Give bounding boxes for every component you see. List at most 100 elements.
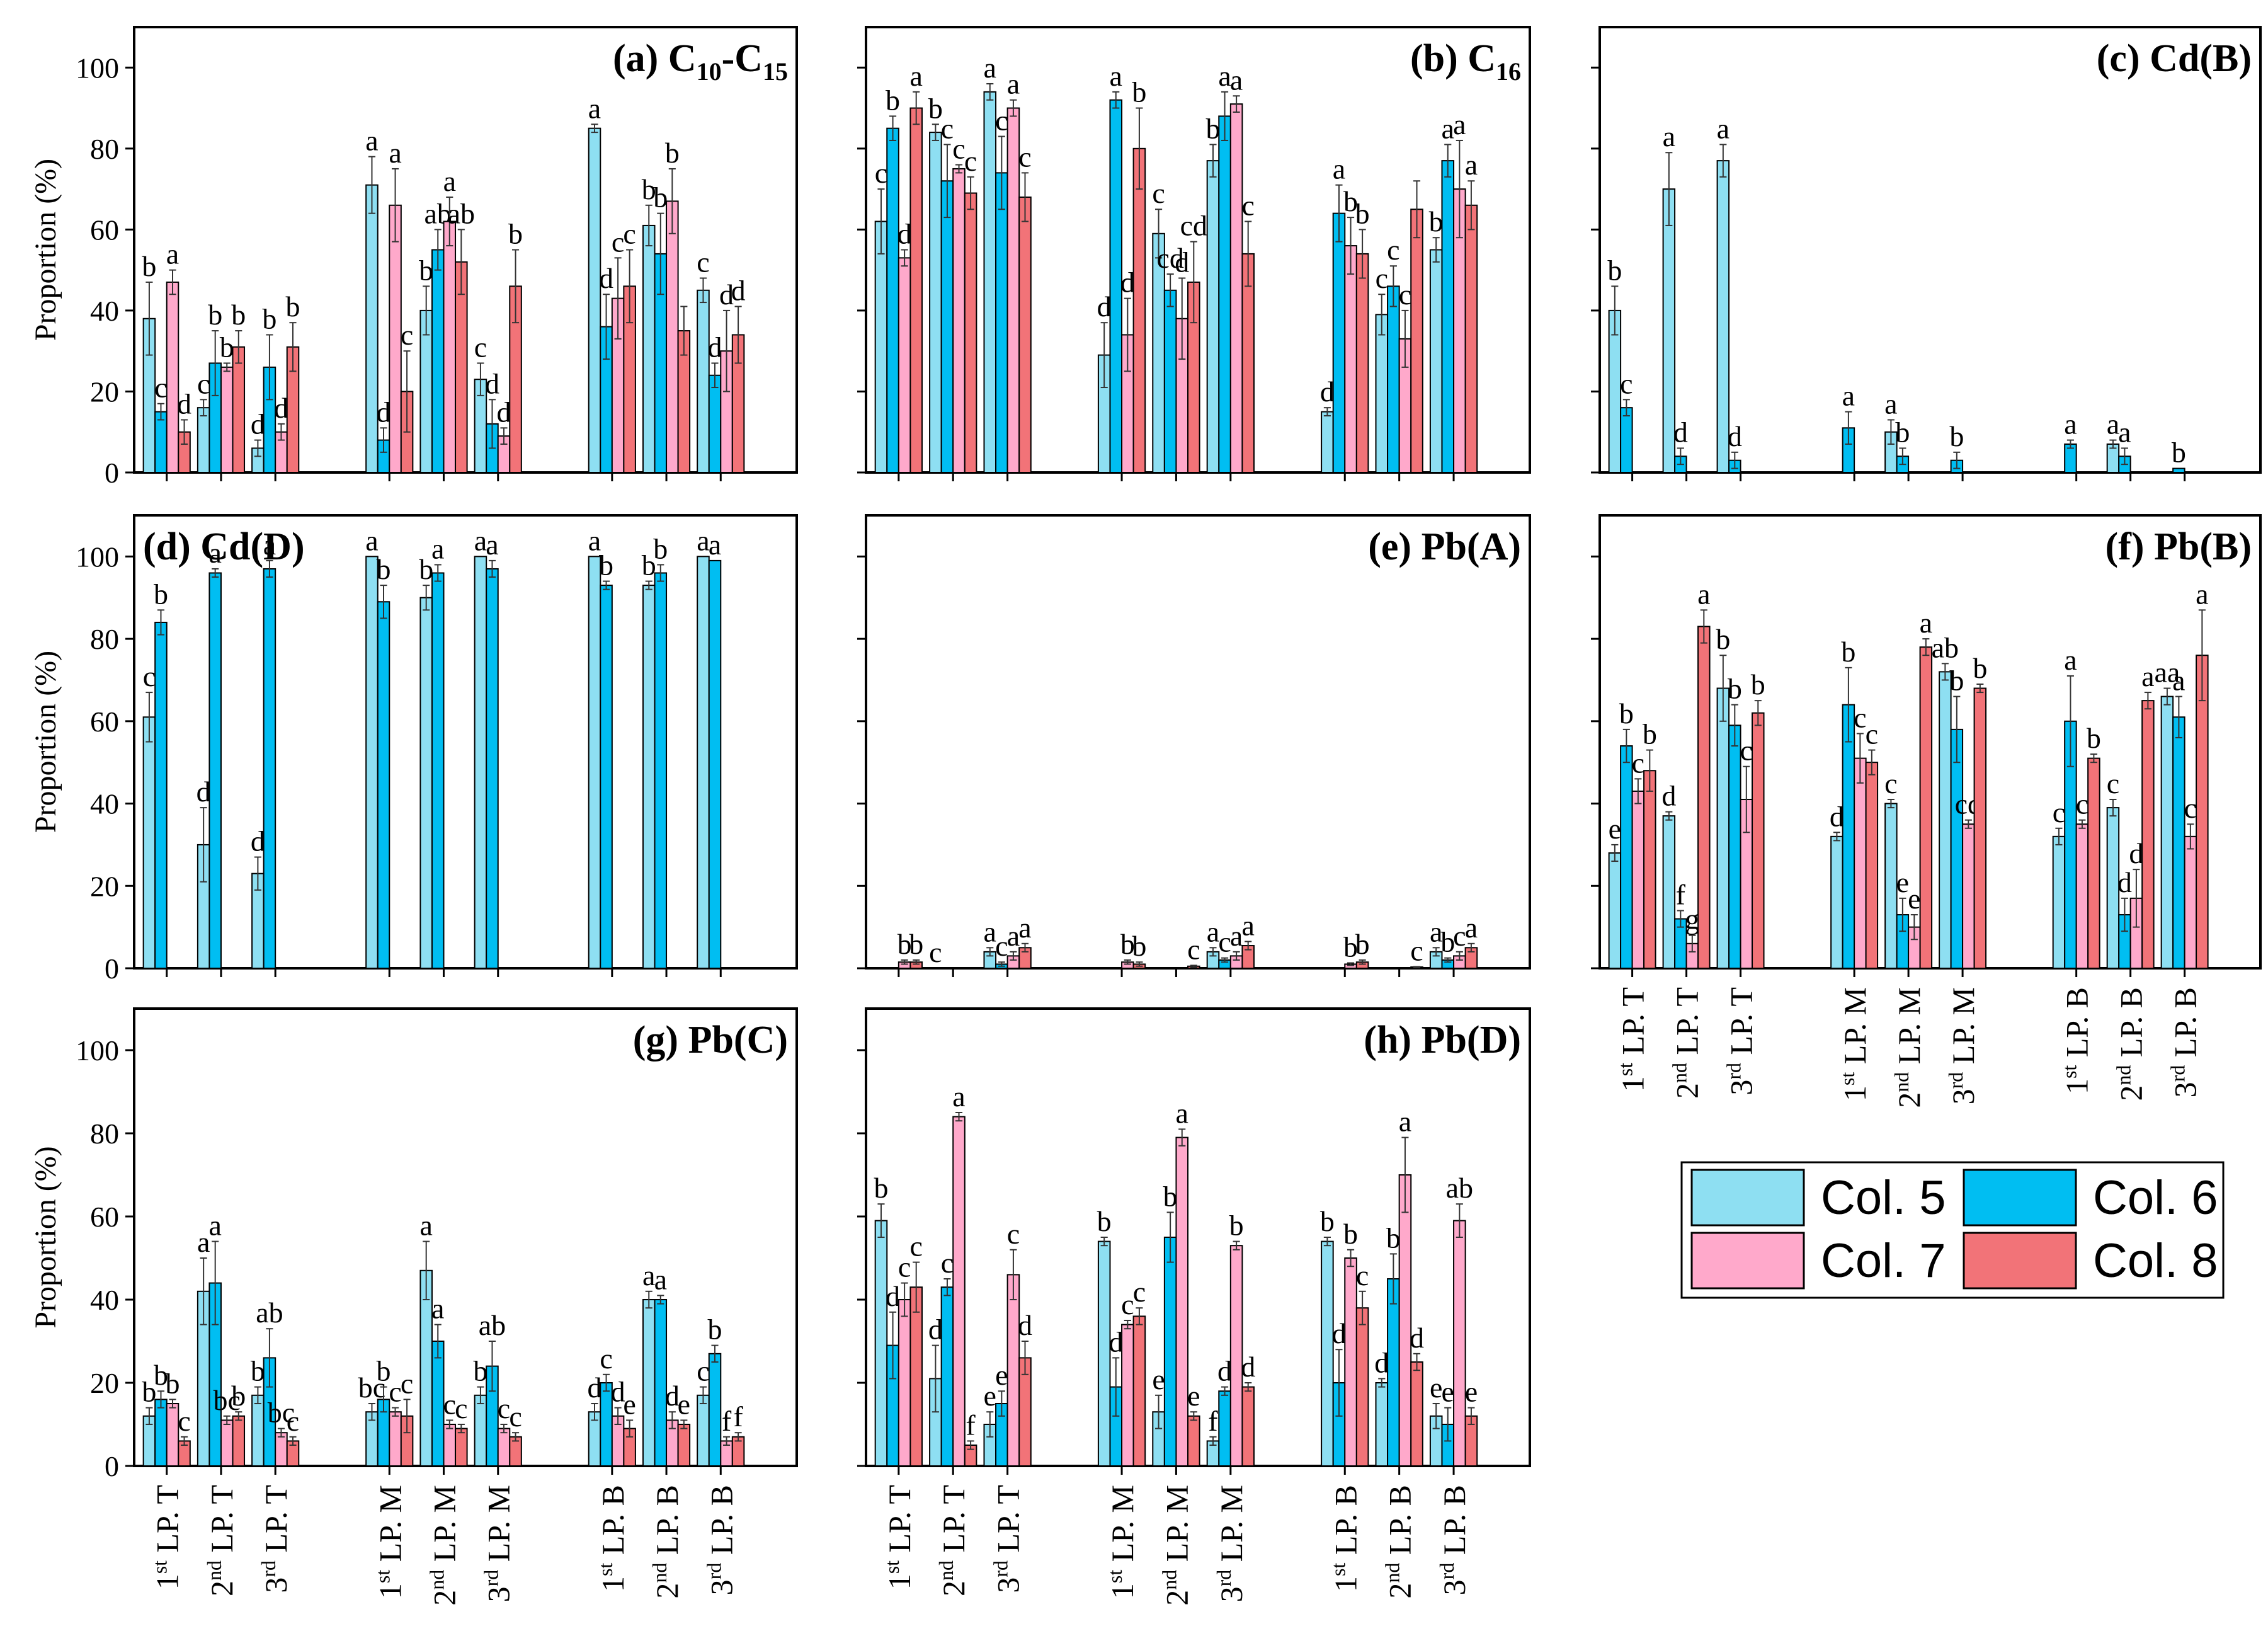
legend: Col. 5 Col. 6 Col. 7 Col. 8 (1680, 1161, 2225, 1299)
bar-a-c8-s0 (697, 289, 710, 473)
bar-f-c2-s1 (1728, 724, 1741, 969)
bar-d-c6-s0 (588, 556, 601, 969)
bar-g-c2-s0 (251, 1394, 265, 1467)
x-category-label: 2nd LP. M (426, 1485, 462, 1606)
bar-b-c0-s1 (886, 127, 899, 473)
category-ordinal: 3 (1724, 1080, 1759, 1096)
bar-h-c7-s2 (1398, 1174, 1412, 1467)
category-name: LP. T (204, 1485, 239, 1560)
significance-letter: b (1163, 1180, 1178, 1212)
bar-a-c7-s0 (642, 224, 656, 473)
significance-letter: b (1895, 416, 1910, 448)
category-ordinal: 2 (2114, 1085, 2149, 1101)
significance-letter: d (599, 262, 613, 294)
category-ordinal: 3 (258, 1577, 293, 1593)
y-axis-label: Proportion (%) (29, 159, 62, 341)
significance-letter: c (1740, 735, 1753, 767)
y-tick-label: 80 (90, 133, 119, 165)
category-ordinal: 3 (2168, 1082, 2203, 1097)
significance-letter: a (588, 524, 601, 556)
bar-f-c3-s0 (1830, 835, 1843, 969)
bar-f-c4-s0 (1884, 803, 1898, 969)
significance-letter: d (274, 392, 288, 424)
bar-h-c0-s2 (898, 1299, 911, 1467)
significance-letter: e (1430, 1371, 1442, 1404)
bar-a-c1-s3 (232, 346, 246, 473)
significance-letter: b (642, 173, 656, 205)
significance-letter: a (1207, 915, 1219, 947)
significance-letter: a (1465, 912, 1478, 944)
panel-h: bdccdcafeecdbdccebaefdbdbdbcdbadeeabe(h)… (857, 1007, 1531, 1606)
significance-letter: aa (2154, 656, 2180, 689)
bar-d-c8-s1 (708, 559, 722, 969)
category-ordinal: 1 (882, 1574, 917, 1589)
significance-letter: d (1018, 1309, 1032, 1341)
significance-letter: d (1175, 246, 1189, 278)
significance-letter: ab (479, 1309, 506, 1341)
title-text: (h) Pb(D) (1364, 1019, 1521, 1062)
bar-b-c6-s0 (1321, 411, 1334, 473)
significance-letter: b (220, 331, 234, 363)
title-text: (d) Cd(D) (143, 525, 305, 568)
significance-letter: c (623, 218, 635, 250)
significance-letter: b (1097, 1205, 1112, 1237)
significance-letter: cd (1156, 242, 1183, 274)
significance-letter: d (731, 274, 746, 306)
category-name: LP. T (882, 1485, 917, 1560)
category-ordinal: 2 (649, 1583, 685, 1599)
significance-letter: d (2129, 837, 2143, 869)
significance-letter: b (1949, 665, 1964, 697)
bar-a-c4-s2 (443, 220, 457, 473)
bar-f-c6-s3 (2087, 757, 2100, 970)
category-ordinal: 1 (1616, 1076, 1651, 1092)
significance-letter: b (377, 1355, 391, 1387)
significance-letter: d (1728, 420, 1742, 452)
x-category-label: 2nd LP. B (2112, 987, 2149, 1101)
category-name: LP. B (1382, 1485, 1418, 1563)
category-ordinal: 2 (936, 1581, 971, 1596)
bar-g-c7-s0 (642, 1299, 656, 1467)
bar-b-c0-s3 (909, 107, 923, 473)
significance-letter: c (1620, 367, 1633, 399)
category-ordinal-suffix: rd (1435, 1563, 1458, 1580)
bar-a-c3-s0 (365, 184, 379, 473)
bar-f-c7-s3 (2141, 700, 2155, 969)
significance-letter: e (984, 1380, 996, 1412)
bar-h-c1-s1 (940, 1286, 954, 1467)
significance-letter: a (984, 915, 996, 947)
category-ordinal-suffix: rd (1944, 1072, 1967, 1089)
category-ordinal-suffix: nd (1890, 1072, 1913, 1092)
significance-letter: a (208, 537, 221, 569)
significance-letter: b (665, 137, 680, 169)
bar-g-c8-s0 (697, 1394, 710, 1467)
x-category-label: 1st LP. T (880, 1485, 917, 1589)
significance-letter: c (697, 246, 709, 278)
bar-b-c6-s1 (1332, 212, 1346, 473)
bar-d-c7-s1 (654, 572, 668, 969)
category-name: LP. T (1616, 987, 1651, 1063)
significance-letter: e (1152, 1363, 1165, 1395)
y-tick-label: 0 (105, 953, 119, 985)
significance-letter: d (719, 278, 734, 311)
bar-a-c1-s2 (220, 366, 234, 474)
significance-letter: f (966, 1409, 976, 1441)
significance-letter: b (251, 1355, 265, 1387)
significance-letter: b (154, 578, 168, 610)
x-category-label: 1st LP. M (371, 1485, 407, 1599)
significance-letter: b (1320, 1205, 1335, 1237)
significance-letter: d (1108, 1325, 1123, 1358)
significance-letter: e (678, 1388, 690, 1420)
category-ordinal: 2 (1159, 1590, 1194, 1606)
legend-label: Col. 5 (1821, 1171, 1946, 1225)
significance-letter: a (642, 1259, 655, 1291)
bar-g-c4-s3 (455, 1428, 468, 1467)
significance-letter: a (588, 92, 601, 124)
significance-letter: a (952, 1080, 965, 1113)
significance-letter: b (909, 928, 923, 960)
significance-letter: a (2064, 408, 2077, 440)
significance-letter: b (874, 1172, 888, 1204)
significance-letter: b (473, 1355, 487, 1387)
category-name: LP. T (150, 1485, 185, 1560)
